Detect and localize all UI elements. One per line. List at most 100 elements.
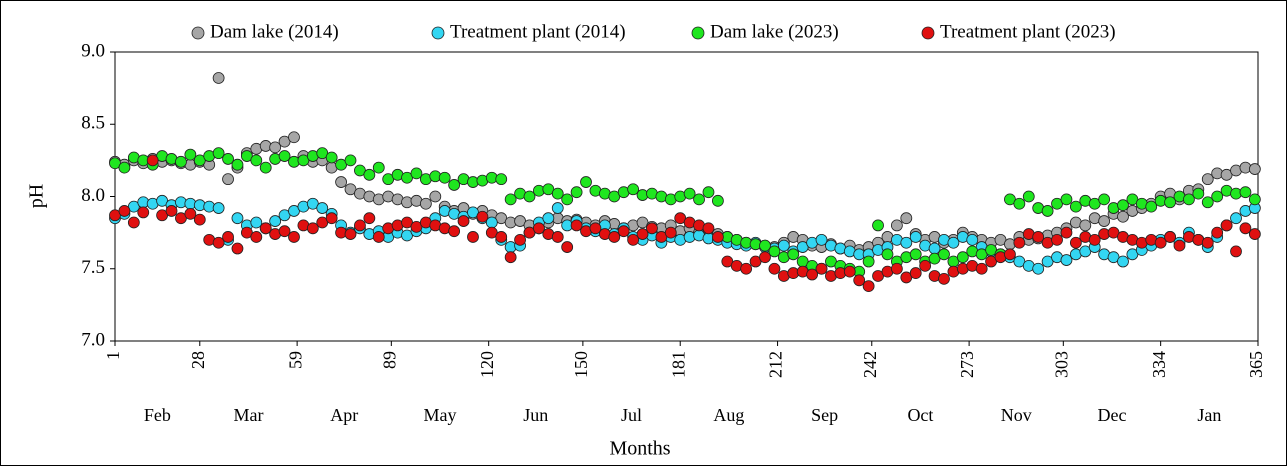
point (1201, 196, 1214, 209)
point (1051, 233, 1063, 246)
point (410, 167, 423, 180)
x-tick-label: 303 (1051, 351, 1071, 378)
point (212, 72, 225, 84)
point (288, 131, 300, 144)
point (344, 154, 357, 167)
point (175, 155, 187, 168)
point (363, 168, 376, 181)
point (250, 216, 263, 229)
month-label: Jun (523, 405, 548, 425)
point (1004, 248, 1016, 261)
y-tick-label: 7.5 (81, 257, 105, 278)
point (222, 173, 234, 186)
point (1145, 200, 1158, 213)
point (966, 233, 979, 246)
point (561, 193, 574, 206)
point (250, 231, 263, 243)
point (1220, 219, 1233, 232)
point (1069, 200, 1082, 213)
point (278, 150, 291, 162)
y-axis-title: pH (26, 184, 48, 208)
point (504, 193, 517, 206)
y-tick-label: 7.0 (81, 329, 105, 350)
point (1211, 190, 1224, 203)
point (1098, 193, 1111, 206)
y-tick-label: 8.0 (81, 185, 105, 206)
point (900, 236, 913, 249)
point (646, 222, 658, 235)
x-tick-label: 365 (1246, 351, 1266, 378)
point (495, 231, 508, 243)
y-tick-label: 9.0 (81, 40, 105, 61)
point (740, 262, 753, 275)
point (1192, 187, 1205, 200)
point (872, 219, 884, 232)
point (184, 207, 197, 220)
point (504, 251, 517, 264)
point (1060, 254, 1073, 266)
x-tick-label: 242 (860, 351, 880, 378)
month-label: Feb (144, 405, 171, 425)
point (768, 245, 781, 258)
month-label: Mar (233, 405, 263, 425)
point (551, 202, 564, 214)
point (1032, 262, 1045, 275)
point (495, 173, 508, 186)
point (881, 248, 894, 261)
point (419, 197, 432, 210)
x-tick-label: 1 (103, 351, 123, 360)
point (1211, 226, 1224, 239)
point (938, 272, 950, 285)
point (467, 231, 479, 243)
point (1041, 205, 1054, 217)
point (146, 154, 159, 167)
point (664, 226, 677, 239)
point (938, 248, 950, 261)
x-tick-label: 181 (668, 351, 688, 378)
point (768, 262, 781, 275)
legend-label: Dam lake (2023) (710, 21, 839, 42)
point (777, 239, 790, 252)
point (137, 206, 150, 219)
point (523, 190, 536, 203)
point (1173, 239, 1186, 252)
point (862, 255, 875, 268)
point (919, 259, 932, 272)
point (448, 179, 461, 191)
point (259, 222, 272, 235)
x-tick-label: 28 (188, 351, 208, 369)
point (1117, 199, 1129, 212)
point (1201, 173, 1214, 186)
point (759, 239, 771, 252)
month-label: Jan (1197, 405, 1221, 425)
point (325, 212, 338, 225)
point (212, 147, 225, 160)
point (636, 228, 649, 240)
point (306, 222, 319, 235)
point (1098, 215, 1111, 227)
point (975, 262, 988, 275)
point (1201, 236, 1214, 249)
x-tick-label: 212 (766, 351, 786, 378)
point (862, 280, 875, 292)
point (316, 202, 329, 214)
point (1230, 212, 1242, 225)
point (909, 248, 922, 261)
point (551, 231, 564, 243)
point (890, 262, 903, 275)
point (759, 251, 771, 264)
point (712, 231, 724, 243)
point (1117, 210, 1129, 223)
month-label: Oct (907, 405, 933, 425)
point (231, 242, 244, 255)
point (212, 202, 225, 214)
point (1183, 193, 1195, 206)
point (1079, 219, 1092, 232)
point (1060, 193, 1073, 206)
legend-marker (691, 26, 705, 40)
point (712, 194, 724, 207)
point (325, 151, 338, 164)
point (259, 161, 272, 174)
point (269, 215, 282, 227)
